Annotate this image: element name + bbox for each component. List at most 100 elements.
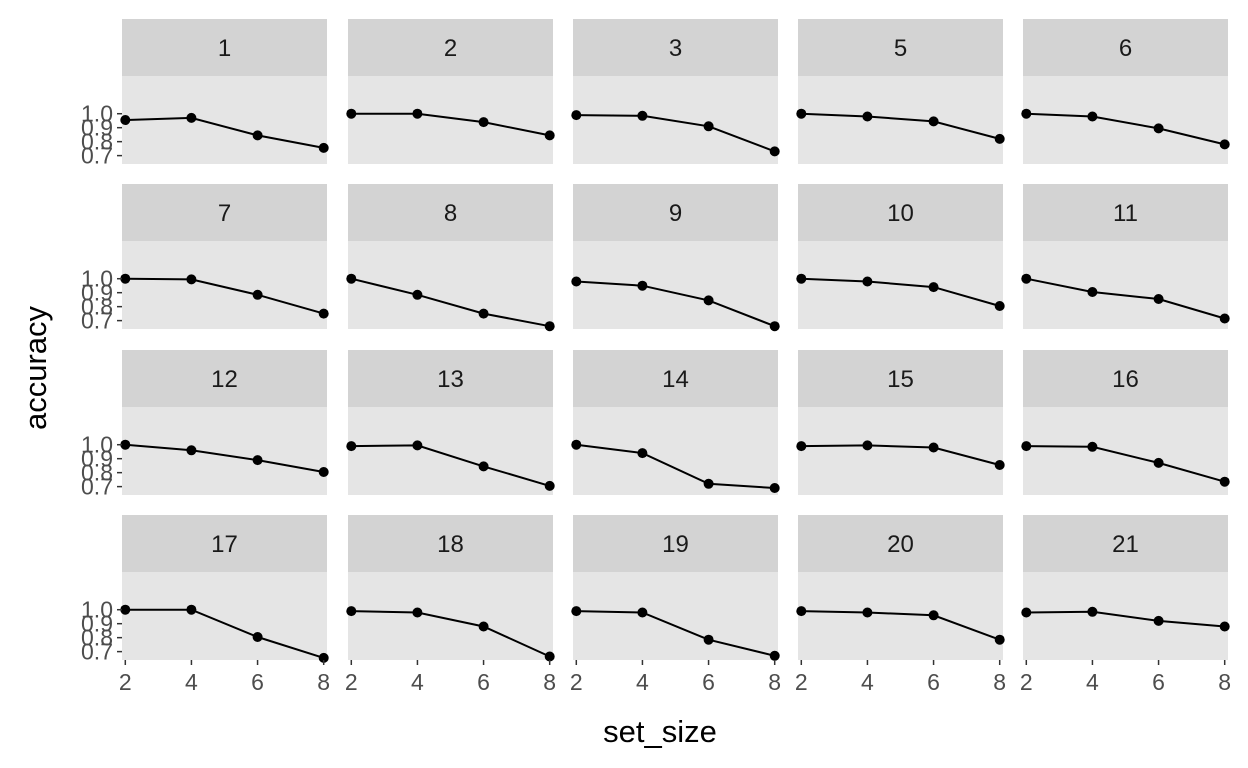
data-point — [571, 439, 582, 450]
y-tick-label: 0.8 — [81, 460, 113, 486]
facet-panel: 19 — [571, 515, 780, 661]
data-point — [637, 607, 648, 618]
facet-strip — [122, 19, 327, 76]
panel-background — [798, 76, 1003, 164]
data-point — [478, 308, 489, 319]
data-point — [862, 111, 873, 122]
data-point — [1021, 441, 1032, 452]
y-tick-label: 1.0 — [81, 432, 113, 458]
facet-label: 5 — [894, 35, 907, 62]
data-point — [412, 108, 423, 119]
x-tick-label: 8 — [543, 669, 556, 695]
data-point — [1021, 108, 1032, 119]
facet-label: 21 — [1112, 531, 1139, 558]
series-line — [1026, 610, 1225, 628]
facet-label: 17 — [211, 531, 238, 558]
data-point — [346, 606, 357, 617]
facet-panel: 16 — [1021, 350, 1230, 495]
data-point — [769, 650, 780, 661]
facet-label: 11 — [1113, 200, 1138, 227]
series-line — [576, 280, 776, 328]
facet-label: 13 — [437, 366, 464, 393]
data-point — [478, 461, 489, 472]
data-point — [703, 478, 714, 489]
facet-strip — [573, 515, 778, 572]
facet-label: 7 — [218, 200, 231, 227]
data-point — [186, 604, 197, 615]
facet-panel: 12 — [120, 350, 329, 495]
data-point — [1153, 294, 1164, 304]
series-line — [576, 443, 775, 489]
facet-strip — [573, 350, 778, 407]
y-tick-label: 1.0 — [81, 266, 113, 292]
data-point — [769, 146, 780, 157]
panel-background — [348, 572, 553, 660]
data-point — [1153, 457, 1164, 468]
series-line — [801, 112, 1000, 140]
series-line — [1026, 445, 1225, 483]
facet-panel: 17 — [120, 515, 329, 663]
data-point — [412, 607, 423, 618]
x-tick-label: 2 — [345, 669, 358, 695]
data-point — [412, 289, 423, 300]
data-point — [862, 440, 873, 451]
facet-strip — [798, 19, 1003, 76]
facet-label: 6 — [1119, 35, 1132, 62]
facet-label: 10 — [887, 200, 914, 227]
panel-background — [573, 572, 778, 660]
y-tick-label: 0.8 — [81, 625, 113, 651]
panel-background — [1023, 407, 1228, 495]
data-point — [544, 130, 555, 141]
data-point — [318, 142, 329, 153]
facet-panel: 11 — [1021, 184, 1230, 329]
data-point — [120, 604, 131, 615]
data-point — [928, 116, 939, 127]
facet-strip — [573, 184, 778, 241]
data-point — [120, 273, 131, 284]
data-point — [346, 273, 357, 284]
facet-strip — [122, 350, 327, 407]
y-tick-label: 1.0 — [81, 101, 113, 127]
series-line — [576, 610, 775, 657]
facet-strip — [1023, 515, 1228, 572]
panel-background — [122, 241, 327, 329]
y-tick-label: 0.9 — [81, 115, 113, 141]
data-point — [346, 441, 357, 452]
y-tick-label: 0.7 — [81, 143, 113, 169]
facet-strip — [348, 19, 553, 76]
data-point — [703, 121, 714, 132]
facet-label: 9 — [669, 200, 682, 227]
y-axes: 0.70.80.91.00.70.80.91.00.70.80.91.00.70… — [81, 101, 122, 665]
data-point — [1087, 606, 1098, 617]
data-point — [412, 440, 423, 451]
series-line — [801, 610, 1001, 641]
data-point — [1021, 607, 1032, 618]
data-point — [186, 274, 197, 285]
facet-strip — [1023, 184, 1228, 241]
facet-panel: 10 — [796, 184, 1005, 329]
facet-label: 3 — [669, 35, 682, 62]
panel-background — [348, 241, 553, 329]
data-point — [769, 321, 780, 332]
x-tick-label: 4 — [411, 669, 424, 695]
x-tick-label: 2 — [570, 669, 583, 695]
data-point — [1087, 287, 1098, 297]
data-point — [796, 441, 807, 452]
data-point — [862, 276, 873, 287]
y-tick-label: 0.9 — [81, 611, 113, 637]
x-tick-label: 6 — [251, 669, 264, 695]
data-point — [637, 280, 648, 291]
x-tick-label: 2 — [119, 669, 132, 695]
series-line — [125, 277, 324, 315]
facet-strip — [1023, 19, 1228, 76]
y-tick-label: 0.7 — [81, 474, 113, 500]
data-point — [1021, 273, 1032, 284]
data-point — [120, 439, 131, 450]
data-point — [1219, 621, 1230, 632]
data-point — [571, 276, 582, 287]
y-tick-label: 0.8 — [81, 294, 113, 320]
series-line — [801, 444, 1000, 466]
data-point — [478, 117, 489, 128]
